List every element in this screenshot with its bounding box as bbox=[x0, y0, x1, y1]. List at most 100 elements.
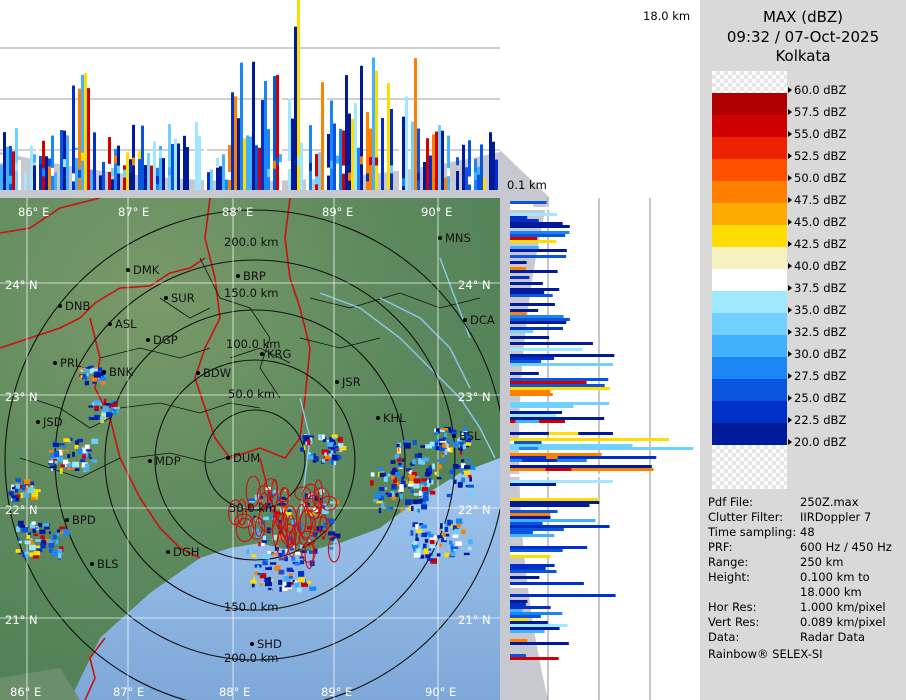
info-value: 250 km bbox=[800, 555, 844, 569]
profile-column bbox=[132, 124, 135, 190]
radar-echo bbox=[264, 577, 271, 583]
profile-column bbox=[429, 155, 432, 190]
radar-echo bbox=[461, 437, 468, 441]
radar-echo bbox=[429, 441, 435, 447]
profile-core bbox=[111, 168, 114, 177]
profile-row bbox=[510, 516, 551, 519]
profile-core bbox=[366, 173, 369, 182]
radar-echo bbox=[279, 569, 285, 574]
radar-echo bbox=[81, 447, 88, 453]
radar-echo bbox=[259, 573, 267, 579]
radar-echo bbox=[390, 491, 395, 497]
radar-echo bbox=[460, 466, 464, 471]
profile-row bbox=[510, 330, 534, 333]
radar-echo bbox=[101, 375, 105, 379]
radar-echo bbox=[460, 463, 466, 469]
radar-echo bbox=[413, 483, 420, 489]
radar-echo bbox=[113, 406, 120, 410]
radar-echo bbox=[21, 489, 25, 493]
profile-row bbox=[510, 585, 548, 588]
radar-echo bbox=[292, 579, 295, 582]
city-label: PRL bbox=[60, 356, 82, 370]
profile-column bbox=[216, 167, 219, 190]
radar-echo bbox=[400, 493, 403, 500]
radar-echo bbox=[452, 525, 460, 531]
scale-tick bbox=[788, 241, 792, 247]
radar-echo bbox=[40, 543, 46, 549]
city-marker bbox=[376, 416, 380, 420]
radar-echo bbox=[30, 523, 36, 529]
radar-echo bbox=[307, 439, 311, 446]
radar-echo bbox=[327, 546, 334, 550]
profile-core bbox=[315, 176, 318, 185]
radar-echo bbox=[113, 402, 118, 407]
radar-echo bbox=[258, 524, 264, 527]
radar-echo bbox=[374, 492, 381, 499]
profile-column bbox=[252, 61, 255, 191]
profile-column bbox=[186, 147, 189, 190]
profile-row bbox=[510, 621, 548, 624]
profile-row bbox=[510, 483, 557, 486]
radar-echo bbox=[328, 451, 332, 457]
radar-echo bbox=[469, 476, 473, 482]
profile-core bbox=[108, 163, 111, 172]
radar-echo bbox=[418, 490, 423, 496]
profile-column bbox=[426, 138, 429, 190]
radar-echo bbox=[17, 538, 21, 541]
radar-echo bbox=[464, 431, 470, 438]
profile-row bbox=[510, 567, 546, 570]
radar-echo bbox=[262, 560, 268, 566]
radar-echo bbox=[19, 524, 26, 528]
color-swatch bbox=[712, 203, 787, 225]
profile-row bbox=[510, 468, 654, 471]
radar-echo bbox=[84, 444, 90, 449]
radar-echo bbox=[49, 548, 53, 553]
radar-echo bbox=[48, 460, 54, 464]
radar-echo bbox=[453, 479, 457, 484]
scale-tick bbox=[788, 373, 792, 379]
profile-column bbox=[108, 137, 111, 190]
radar-echo bbox=[438, 442, 443, 446]
radar-echo bbox=[62, 459, 69, 464]
radar-echo bbox=[8, 491, 14, 496]
radar-echo bbox=[281, 496, 286, 500]
radar-echo bbox=[91, 438, 99, 444]
radar-echo bbox=[264, 503, 271, 506]
city-marker bbox=[452, 434, 456, 438]
info-value: 250Z.max bbox=[800, 495, 859, 509]
profile-row bbox=[510, 354, 615, 357]
radar-echo bbox=[269, 514, 275, 518]
profile-row bbox=[510, 276, 530, 279]
profile-column bbox=[42, 140, 45, 190]
profile-row bbox=[510, 546, 588, 549]
profile-column bbox=[237, 118, 240, 190]
radar-echo bbox=[289, 576, 293, 579]
radar-echo bbox=[269, 579, 274, 582]
radar-echo bbox=[257, 565, 260, 571]
radar-echo bbox=[89, 456, 92, 459]
station-name: Kolkata bbox=[775, 47, 831, 65]
profile-column bbox=[60, 129, 63, 190]
profile-core bbox=[279, 154, 282, 163]
radar-echo bbox=[262, 535, 267, 542]
profile-row bbox=[510, 480, 613, 483]
radar-echo bbox=[419, 523, 424, 526]
scale-tick bbox=[788, 219, 792, 225]
profile-row bbox=[510, 447, 694, 450]
radar-echo bbox=[32, 528, 37, 534]
profile-column bbox=[324, 54, 327, 191]
profile-core bbox=[75, 150, 78, 159]
radar-echo bbox=[415, 524, 419, 530]
radar-echo bbox=[89, 368, 93, 374]
radar-echo bbox=[454, 528, 462, 535]
radar-echo bbox=[414, 453, 420, 458]
profile-row bbox=[510, 387, 611, 390]
radar-echo bbox=[40, 535, 45, 540]
scale-tick bbox=[788, 263, 792, 269]
profile-column bbox=[264, 81, 267, 190]
radar-echo bbox=[446, 440, 450, 444]
profile-row bbox=[510, 342, 593, 345]
profile-row bbox=[510, 327, 563, 330]
profile-column bbox=[222, 154, 225, 190]
radar-echo bbox=[80, 369, 84, 373]
